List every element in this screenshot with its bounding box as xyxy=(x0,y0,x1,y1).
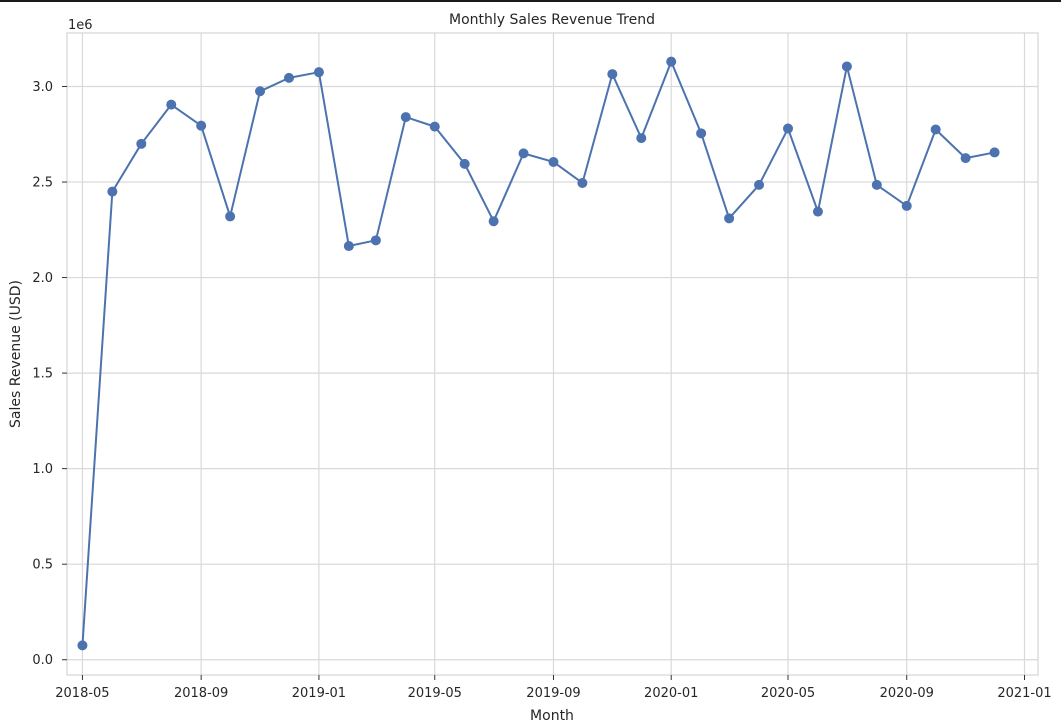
plot-frame xyxy=(66,32,1039,676)
grid-lines xyxy=(67,33,1038,675)
y-tick-label: 0.0 xyxy=(32,653,53,668)
data-point xyxy=(313,67,324,78)
data-point xyxy=(724,213,735,224)
chart-title: Monthly Sales Revenue Trend xyxy=(449,12,655,28)
data-point xyxy=(636,133,647,144)
data-point xyxy=(429,121,440,132)
x-tick-label: 2019-01 xyxy=(292,686,346,701)
data-point xyxy=(548,156,559,167)
x-tick-label: 2021-01 xyxy=(997,686,1051,701)
y-tick-label: 2.0 xyxy=(32,271,53,286)
data-point xyxy=(166,99,177,110)
x-axis-label: Month xyxy=(530,708,574,724)
data-point xyxy=(518,148,529,159)
x-tick-label: 2018-09 xyxy=(174,686,228,701)
y-axis-offset-label: 1e6 xyxy=(68,18,93,33)
data-point xyxy=(989,147,1000,158)
data-point xyxy=(666,56,677,67)
data-point xyxy=(136,138,147,149)
data-point xyxy=(370,235,381,246)
y-axis-ticks: 0.0 0.5 1.0 1.5 2.0 2.5 3.0 xyxy=(32,80,67,668)
series-layer xyxy=(77,56,1000,651)
data-point xyxy=(930,124,941,135)
y-tick-label: 0.5 xyxy=(32,558,53,573)
series-line xyxy=(81,60,995,646)
data-point xyxy=(577,177,588,188)
data-point xyxy=(77,640,88,651)
data-point xyxy=(901,200,912,211)
data-point xyxy=(196,120,207,131)
data-point xyxy=(960,153,971,164)
x-tick-label: 2019-05 xyxy=(408,686,462,701)
top-border xyxy=(0,0,1061,2)
data-point xyxy=(343,241,354,252)
data-point xyxy=(812,206,823,217)
y-tick-label: 1.5 xyxy=(32,367,53,382)
data-point xyxy=(225,211,236,222)
data-point xyxy=(783,123,794,134)
data-point xyxy=(754,179,765,190)
x-tick-label: 2019-09 xyxy=(526,686,580,701)
data-point xyxy=(871,179,882,190)
x-tick-label: 2018-05 xyxy=(55,686,109,701)
data-point xyxy=(459,158,470,169)
data-point xyxy=(607,69,618,80)
y-tick-label: 2.5 xyxy=(32,176,53,191)
data-point xyxy=(696,128,707,139)
y-axis-label: Sales Revenue (USD) xyxy=(8,280,24,428)
x-axis-ticks: 2018-05 2018-09 2019-01 2019-05 2019-09 2020-… xyxy=(55,675,1052,701)
y-tick-label: 3.0 xyxy=(32,80,53,95)
data-point xyxy=(400,112,411,123)
y-tick-label: 1.0 xyxy=(32,462,53,477)
x-tick-label: 2020-05 xyxy=(761,686,815,701)
data-point xyxy=(107,186,118,197)
data-point xyxy=(283,72,294,83)
data-point xyxy=(255,86,266,97)
data-point xyxy=(488,216,499,227)
x-tick-label: 2020-09 xyxy=(880,686,934,701)
data-point xyxy=(841,61,852,72)
x-tick-label: 2020-01 xyxy=(644,686,698,701)
